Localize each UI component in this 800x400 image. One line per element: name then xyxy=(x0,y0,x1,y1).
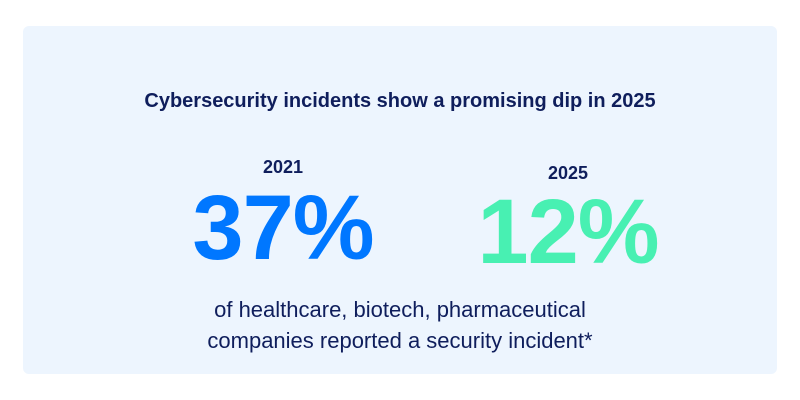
stat-2025: 2025 12% xyxy=(463,163,673,278)
stat-year: 2025 xyxy=(547,163,589,183)
stat-year: 2021 xyxy=(262,157,304,177)
description-line: companies reported a security incident* xyxy=(207,328,593,353)
stat-value: 12% xyxy=(477,181,659,283)
infographic-title: Cybersecurity incidents show a promising… xyxy=(144,90,656,112)
stat-2021: 2021 37% xyxy=(173,157,393,274)
stat-value: 37% xyxy=(192,177,374,279)
infographic-card: Cybersecurity incidents show a promising… xyxy=(23,26,777,374)
description-line: of healthcare, biotech, pharmaceutical xyxy=(214,297,586,322)
stat-description: of healthcare, biotech, pharmaceutical c… xyxy=(23,294,777,356)
